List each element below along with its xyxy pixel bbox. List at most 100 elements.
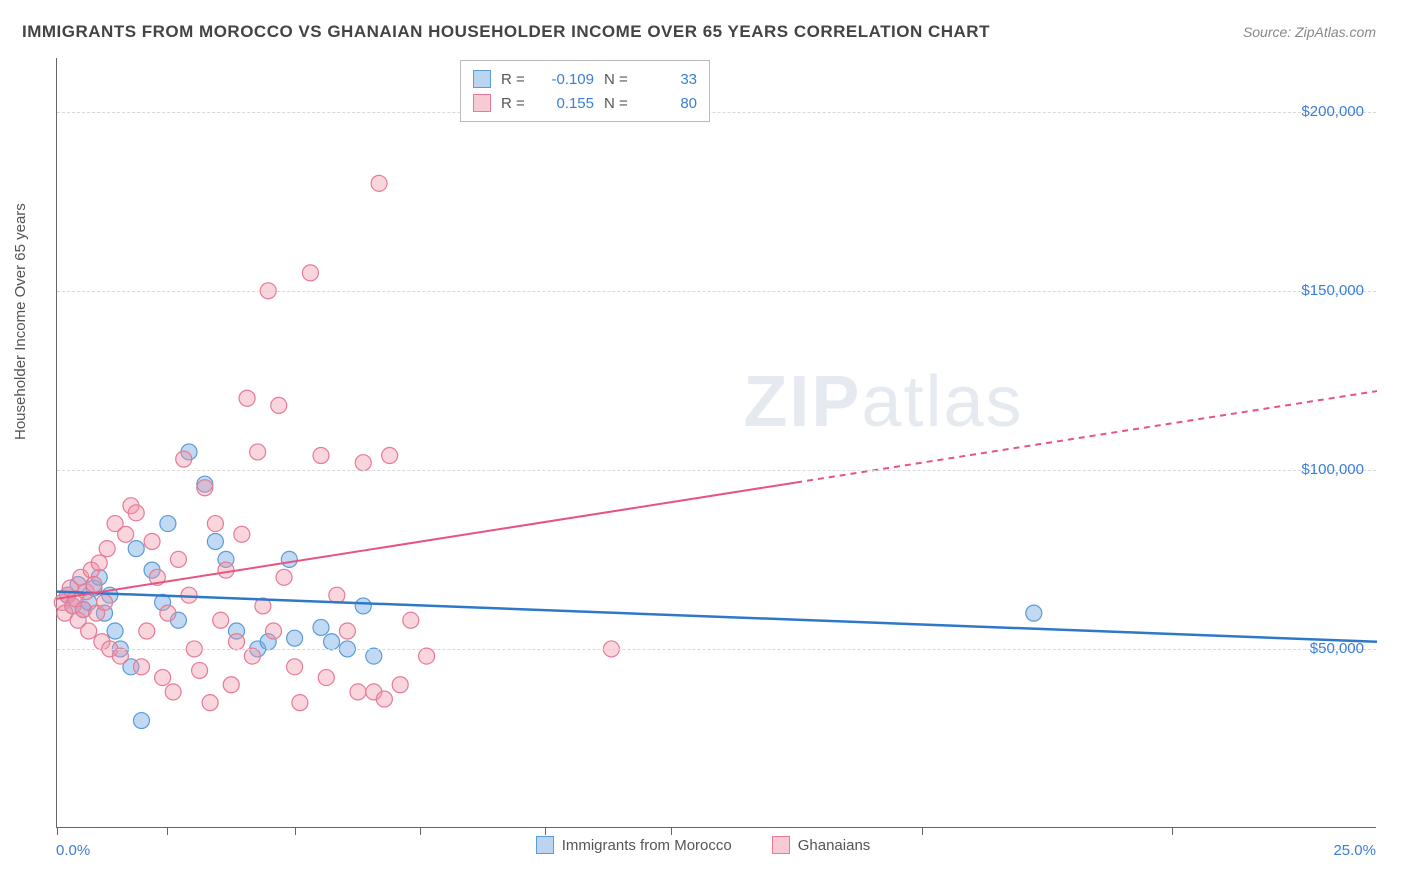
data-point xyxy=(218,562,234,578)
legend-label: Ghanaians xyxy=(798,837,871,854)
x-tick xyxy=(57,827,58,835)
n-value: 33 xyxy=(642,71,697,88)
legend-label: Immigrants from Morocco xyxy=(562,837,732,854)
gridline xyxy=(57,291,1376,292)
data-point xyxy=(250,444,266,460)
data-point xyxy=(192,662,208,678)
data-point xyxy=(244,648,260,664)
n-label: N = xyxy=(604,95,632,112)
swatch-icon xyxy=(536,836,554,854)
data-point xyxy=(276,569,292,585)
data-point xyxy=(382,448,398,464)
gridline xyxy=(57,470,1376,471)
data-point xyxy=(1026,605,1042,621)
data-point xyxy=(376,691,392,707)
y-axis-title: Householder Income Over 65 years xyxy=(12,203,29,440)
data-point xyxy=(265,623,281,639)
series-legend: Immigrants from Morocco Ghanaians xyxy=(0,836,1406,854)
data-point xyxy=(128,505,144,521)
data-point xyxy=(155,670,171,686)
legend-item-morocco: Immigrants from Morocco xyxy=(536,836,732,854)
r-label: R = xyxy=(501,95,529,112)
data-point xyxy=(170,551,186,567)
gridline xyxy=(57,112,1376,113)
data-point xyxy=(287,630,303,646)
data-point xyxy=(318,670,334,686)
data-point xyxy=(133,713,149,729)
y-tick-label: $200,000 xyxy=(1301,103,1364,120)
trend-line-extrapolated xyxy=(796,391,1377,482)
r-value: -0.109 xyxy=(539,71,594,88)
data-point xyxy=(234,526,250,542)
data-point xyxy=(176,451,192,467)
data-point xyxy=(112,648,128,664)
chart-title: IMMIGRANTS FROM MOROCCO VS GHANAIAN HOUS… xyxy=(22,22,990,42)
data-point xyxy=(97,594,113,610)
y-tick-label: $150,000 xyxy=(1301,282,1364,299)
r-label: R = xyxy=(501,71,529,88)
data-point xyxy=(281,551,297,567)
swatch-icon xyxy=(772,836,790,854)
data-point xyxy=(86,576,102,592)
data-point xyxy=(366,648,382,664)
swatch-icon xyxy=(473,70,491,88)
data-point xyxy=(355,455,371,471)
data-point xyxy=(355,598,371,614)
x-tick xyxy=(671,827,672,835)
swatch-icon xyxy=(473,94,491,112)
x-tick xyxy=(420,827,421,835)
data-point xyxy=(133,659,149,675)
data-point xyxy=(118,526,134,542)
data-point xyxy=(107,623,123,639)
data-point xyxy=(302,265,318,281)
n-label: N = xyxy=(604,71,632,88)
data-point xyxy=(197,480,213,496)
x-tick xyxy=(295,827,296,835)
data-point xyxy=(371,175,387,191)
data-point xyxy=(292,695,308,711)
legend-row-morocco: R = -0.109 N = 33 xyxy=(473,67,697,91)
data-point xyxy=(223,677,239,693)
data-point xyxy=(339,623,355,639)
x-tick xyxy=(1172,827,1173,835)
r-value: 0.155 xyxy=(539,95,594,112)
x-tick xyxy=(167,827,168,835)
data-point xyxy=(287,659,303,675)
data-point xyxy=(239,390,255,406)
data-point xyxy=(202,695,218,711)
data-point xyxy=(313,619,329,635)
trend-line xyxy=(57,592,1377,642)
y-tick-label: $100,000 xyxy=(1301,461,1364,478)
source-attribution: Source: ZipAtlas.com xyxy=(1243,24,1376,40)
x-tick xyxy=(545,827,546,835)
data-point xyxy=(160,516,176,532)
chart-svg xyxy=(57,58,1376,827)
data-point xyxy=(144,533,160,549)
data-point xyxy=(392,677,408,693)
legend-row-ghanaians: R = 0.155 N = 80 xyxy=(473,91,697,115)
data-point xyxy=(419,648,435,664)
plot-area: $50,000$100,000$150,000$200,000ZIPatlas xyxy=(56,58,1376,828)
data-point xyxy=(99,541,115,557)
data-point xyxy=(207,516,223,532)
data-point xyxy=(160,605,176,621)
data-point xyxy=(165,684,181,700)
x-tick xyxy=(922,827,923,835)
data-point xyxy=(81,623,97,639)
data-point xyxy=(128,541,144,557)
trend-line xyxy=(57,482,796,598)
data-point xyxy=(91,555,107,571)
data-point xyxy=(271,397,287,413)
gridline xyxy=(57,649,1376,650)
data-point xyxy=(139,623,155,639)
n-value: 80 xyxy=(642,95,697,112)
y-tick-label: $50,000 xyxy=(1310,640,1364,657)
data-point xyxy=(403,612,419,628)
data-point xyxy=(324,634,340,650)
data-point xyxy=(213,612,229,628)
correlation-legend: R = -0.109 N = 33 R = 0.155 N = 80 xyxy=(460,60,710,122)
data-point xyxy=(207,533,223,549)
data-point xyxy=(229,634,245,650)
legend-item-ghanaians: Ghanaians xyxy=(772,836,871,854)
data-point xyxy=(350,684,366,700)
